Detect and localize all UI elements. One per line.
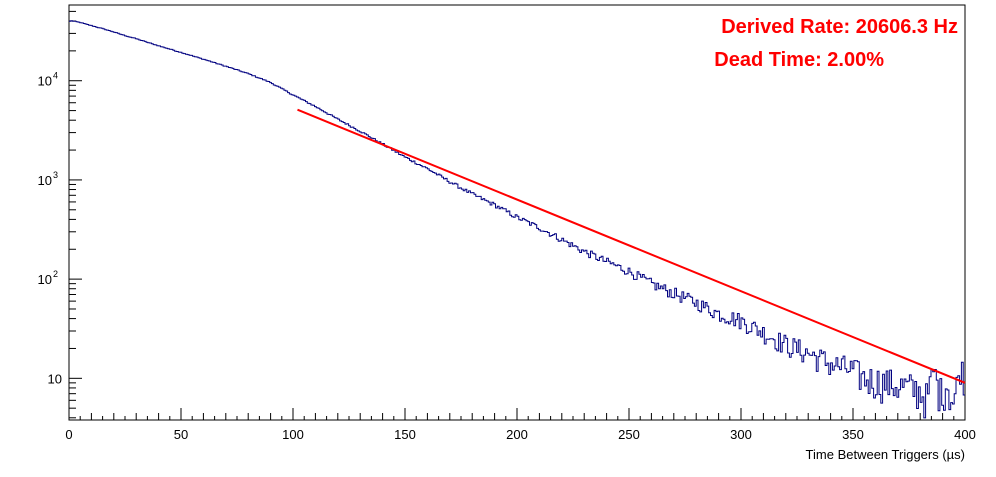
y-tick-label: 10 [38, 74, 52, 89]
data-layer [69, 20, 966, 419]
y-tick-label: 10 [48, 371, 62, 386]
x-tick-label: 350 [842, 427, 864, 442]
x-tick-label: 0 [65, 427, 72, 442]
x-tick-label: 50 [174, 427, 188, 442]
y-tick-exponent: 2 [53, 269, 58, 279]
y-tick-exponent: 4 [53, 71, 58, 81]
histogram-series [69, 20, 965, 419]
x-axis-title: Time Between Triggers (µs) [806, 447, 965, 462]
x-tick-label: 250 [618, 427, 640, 442]
y-tick-label: 10 [38, 173, 52, 188]
y-tick-label: 10 [38, 272, 52, 287]
x-tick-label: 400 [954, 427, 976, 442]
x-tick-label: 300 [730, 427, 752, 442]
fit-line [297, 108, 966, 384]
x-tick-label: 200 [506, 427, 528, 442]
dead-time-annotation: Dead Time: 2.00% [714, 49, 884, 71]
x-tick-label: 150 [394, 427, 416, 442]
derived-rate-annotation: Derived Rate: 20606.3 Hz [721, 16, 958, 38]
y-tick-exponent: 3 [53, 170, 58, 180]
x-tick-label: 100 [282, 427, 304, 442]
